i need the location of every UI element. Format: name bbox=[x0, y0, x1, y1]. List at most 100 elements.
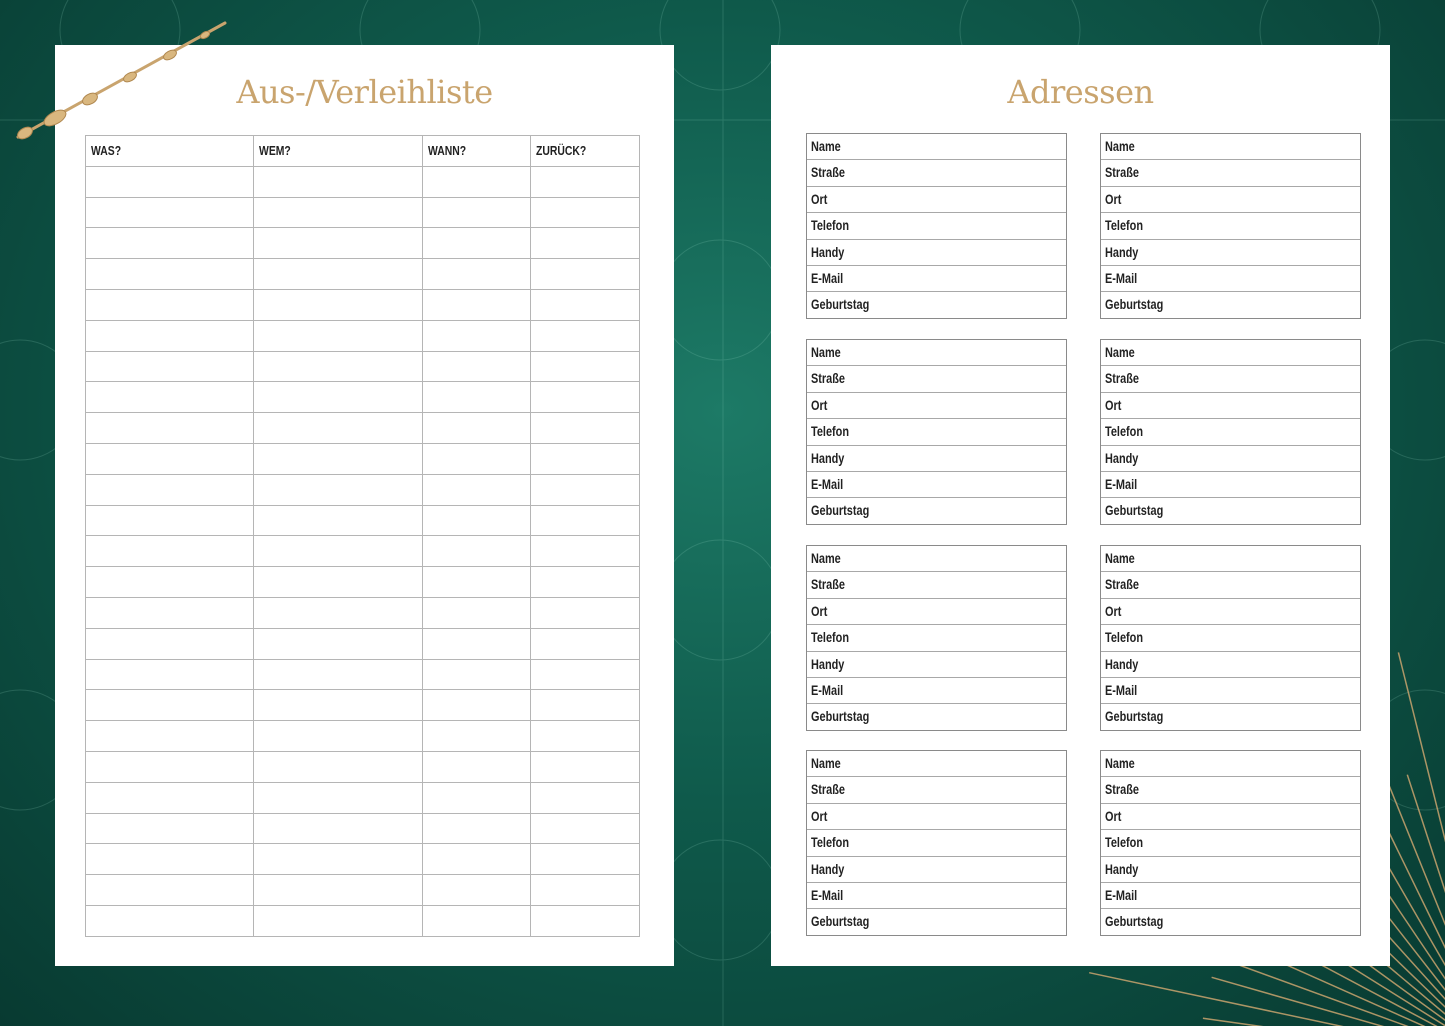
address-field-4[interactable]: Handy bbox=[1101, 446, 1360, 472]
table-cell[interactable] bbox=[530, 442, 640, 475]
table-cell[interactable] bbox=[85, 381, 254, 414]
address-field-2[interactable]: Ort bbox=[807, 804, 1066, 831]
table-cell[interactable] bbox=[422, 566, 531, 598]
table-cell[interactable] bbox=[85, 720, 254, 752]
address-field-3[interactable]: Telefon bbox=[807, 625, 1066, 652]
table-cell[interactable] bbox=[530, 781, 640, 814]
table-cell[interactable] bbox=[530, 627, 640, 660]
table-cell[interactable] bbox=[422, 165, 531, 198]
table-cell[interactable] bbox=[85, 596, 254, 629]
table-cell[interactable] bbox=[530, 566, 640, 598]
table-cell[interactable] bbox=[253, 258, 423, 290]
address-field-5[interactable]: E-Mail bbox=[1101, 678, 1360, 705]
table-cell[interactable] bbox=[253, 596, 423, 629]
table-cell[interactable] bbox=[422, 196, 531, 229]
table-cell[interactable] bbox=[530, 196, 640, 229]
address-field-6[interactable]: Geburtstag bbox=[1101, 498, 1360, 523]
address-field-1[interactable]: Straße bbox=[807, 777, 1066, 804]
table-cell[interactable] bbox=[422, 627, 531, 660]
table-cell[interactable] bbox=[422, 596, 531, 629]
table-cell[interactable] bbox=[85, 689, 254, 722]
address-field-4[interactable]: Handy bbox=[807, 446, 1066, 472]
address-field-0[interactable]: Name bbox=[1101, 546, 1360, 573]
table-cell[interactable] bbox=[253, 350, 423, 383]
table-cell[interactable] bbox=[422, 288, 531, 321]
address-field-1[interactable]: Straße bbox=[1101, 366, 1360, 393]
table-cell[interactable] bbox=[530, 596, 640, 629]
table-cell[interactable] bbox=[422, 874, 531, 906]
table-cell[interactable] bbox=[530, 165, 640, 198]
table-cell[interactable] bbox=[85, 781, 254, 814]
table-cell[interactable] bbox=[530, 720, 640, 752]
table-cell[interactable] bbox=[253, 165, 423, 198]
address-field-3[interactable]: Telefon bbox=[1101, 830, 1360, 857]
table-cell[interactable] bbox=[422, 781, 531, 814]
table-cell[interactable] bbox=[530, 227, 640, 260]
table-cell[interactable] bbox=[253, 843, 423, 876]
table-cell[interactable] bbox=[85, 288, 254, 321]
address-field-1[interactable]: Straße bbox=[807, 572, 1066, 599]
address-field-2[interactable]: Ort bbox=[807, 393, 1066, 420]
table-cell[interactable] bbox=[85, 412, 254, 444]
table-cell[interactable] bbox=[85, 627, 254, 660]
table-cell[interactable] bbox=[422, 504, 531, 537]
table-cell[interactable] bbox=[85, 473, 254, 506]
address-field-6[interactable]: Geburtstag bbox=[1101, 704, 1360, 729]
table-cell[interactable] bbox=[85, 165, 254, 198]
address-field-5[interactable]: E-Mail bbox=[807, 678, 1066, 705]
address-field-3[interactable]: Telefon bbox=[1101, 419, 1360, 446]
address-field-6[interactable]: Geburtstag bbox=[807, 498, 1066, 523]
address-field-3[interactable]: Telefon bbox=[807, 419, 1066, 446]
address-field-5[interactable]: E-Mail bbox=[807, 266, 1066, 293]
address-field-3[interactable]: Telefon bbox=[807, 830, 1066, 857]
address-field-5[interactable]: E-Mail bbox=[807, 472, 1066, 499]
table-cell[interactable] bbox=[422, 843, 531, 876]
table-cell[interactable] bbox=[253, 750, 423, 783]
table-cell[interactable] bbox=[253, 535, 423, 568]
table-cell[interactable] bbox=[253, 442, 423, 475]
table-cell[interactable] bbox=[85, 350, 254, 383]
table-cell[interactable] bbox=[530, 288, 640, 321]
table-cell[interactable] bbox=[253, 812, 423, 845]
address-field-4[interactable]: Handy bbox=[807, 857, 1066, 883]
table-cell[interactable] bbox=[422, 442, 531, 475]
table-cell[interactable] bbox=[530, 412, 640, 444]
address-field-4[interactable]: Handy bbox=[1101, 652, 1360, 678]
table-cell[interactable] bbox=[530, 381, 640, 414]
address-field-0[interactable]: Name bbox=[1101, 134, 1360, 161]
table-cell[interactable] bbox=[85, 196, 254, 229]
address-field-4[interactable]: Handy bbox=[807, 240, 1066, 266]
table-cell[interactable] bbox=[253, 319, 423, 352]
address-field-0[interactable]: Name bbox=[1101, 751, 1360, 778]
address-field-2[interactable]: Ort bbox=[807, 187, 1066, 214]
table-cell[interactable] bbox=[253, 904, 423, 937]
table-cell[interactable] bbox=[85, 843, 254, 876]
table-cell[interactable] bbox=[530, 319, 640, 352]
table-cell[interactable] bbox=[85, 750, 254, 783]
table-cell[interactable] bbox=[85, 566, 254, 598]
address-field-3[interactable]: Telefon bbox=[1101, 625, 1360, 652]
address-field-2[interactable]: Ort bbox=[1101, 804, 1360, 831]
table-cell[interactable] bbox=[422, 720, 531, 752]
table-cell[interactable] bbox=[253, 504, 423, 537]
table-cell[interactable] bbox=[253, 874, 423, 906]
table-cell[interactable] bbox=[530, 812, 640, 845]
address-field-5[interactable]: E-Mail bbox=[1101, 266, 1360, 293]
table-cell[interactable] bbox=[422, 227, 531, 260]
table-cell[interactable] bbox=[253, 781, 423, 814]
table-cell[interactable] bbox=[422, 473, 531, 506]
table-cell[interactable] bbox=[85, 874, 254, 906]
address-field-2[interactable]: Ort bbox=[1101, 393, 1360, 420]
address-field-0[interactable]: Name bbox=[807, 546, 1066, 573]
address-field-2[interactable]: Ort bbox=[1101, 187, 1360, 214]
address-field-6[interactable]: Geburtstag bbox=[807, 292, 1066, 317]
address-field-6[interactable]: Geburtstag bbox=[807, 909, 1066, 934]
address-field-5[interactable]: E-Mail bbox=[1101, 472, 1360, 499]
table-cell[interactable] bbox=[530, 473, 640, 506]
table-cell[interactable] bbox=[530, 874, 640, 906]
table-cell[interactable] bbox=[422, 412, 531, 444]
table-cell[interactable] bbox=[253, 381, 423, 414]
table-cell[interactable] bbox=[530, 350, 640, 383]
address-field-3[interactable]: Telefon bbox=[807, 213, 1066, 240]
address-field-6[interactable]: Geburtstag bbox=[807, 704, 1066, 729]
